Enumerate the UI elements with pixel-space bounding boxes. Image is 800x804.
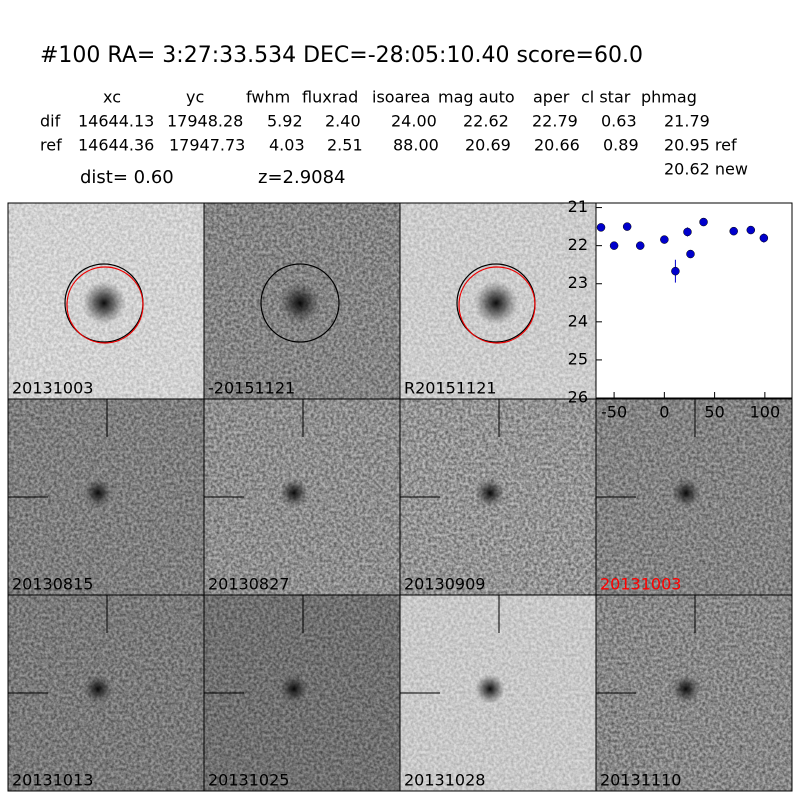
data-point bbox=[635, 241, 645, 250]
column-header: fluxrad bbox=[302, 88, 358, 107]
aperture-circle bbox=[260, 263, 340, 343]
table-cell: 2.51 bbox=[327, 136, 363, 155]
image-panel: R20151121 bbox=[399, 202, 597, 400]
table-cell: 22.62 bbox=[463, 112, 509, 131]
image-panel: 20131003 bbox=[7, 202, 205, 400]
source-blob bbox=[671, 674, 701, 704]
plot-area bbox=[595, 202, 793, 399]
image-panel: 20130909 bbox=[399, 398, 597, 596]
table-cell: 17947.73 bbox=[169, 136, 245, 155]
table-cell: 17948.28 bbox=[167, 112, 243, 131]
table-cell: dif bbox=[40, 112, 61, 131]
x-tick-label: 100 bbox=[750, 403, 781, 422]
y-tick-label: 25 bbox=[568, 349, 588, 368]
image-panel: 20130827 bbox=[203, 398, 401, 596]
table-cell: 20.95 ref bbox=[664, 136, 737, 155]
panel-border bbox=[595, 594, 793, 792]
image-panel: 20131013 bbox=[7, 594, 205, 792]
source-blob bbox=[475, 674, 505, 704]
image-panel: 20131025 bbox=[203, 594, 401, 792]
panel-label: 20131013 bbox=[12, 771, 93, 790]
table-cell: 4.03 bbox=[269, 136, 305, 155]
table-cell: 14644.36 bbox=[78, 136, 154, 155]
source-blob bbox=[671, 478, 701, 508]
data-point bbox=[671, 266, 680, 276]
table-cell: 0.89 bbox=[603, 136, 639, 155]
panel-label: 20130909 bbox=[404, 575, 485, 594]
source-blob bbox=[279, 674, 309, 704]
data-point bbox=[683, 227, 692, 237]
data-point bbox=[729, 226, 738, 236]
source-blob bbox=[278, 281, 322, 325]
source-blob bbox=[82, 281, 126, 325]
x-tick-label: 0 bbox=[659, 403, 669, 422]
phmag-new: 20.62 new bbox=[664, 160, 748, 179]
source-blob bbox=[83, 674, 113, 704]
table-cell: 0.63 bbox=[601, 112, 637, 131]
table-cell: 2.40 bbox=[325, 112, 361, 131]
data-point bbox=[699, 217, 708, 227]
column-header: mag auto bbox=[438, 88, 515, 107]
data-point bbox=[596, 223, 606, 232]
column-header: cl star bbox=[581, 88, 631, 107]
table-cell: ref bbox=[40, 136, 62, 155]
y-tick-label: 22 bbox=[568, 235, 588, 254]
y-tick-label: 23 bbox=[568, 273, 588, 292]
table-cell: 5.92 bbox=[267, 112, 303, 131]
column-header: aper bbox=[533, 88, 570, 107]
source-blob bbox=[475, 478, 505, 508]
panel-label: -20151121 bbox=[208, 379, 295, 398]
table-cell: 20.66 bbox=[534, 136, 580, 155]
aperture-circle-red bbox=[66, 266, 144, 344]
table-cell: 24.00 bbox=[391, 112, 437, 131]
y-tick-label: 24 bbox=[568, 311, 588, 330]
x-tick-label: 50 bbox=[704, 403, 724, 422]
panel-label: 20131003 bbox=[600, 575, 681, 594]
image-panel: -20151121 bbox=[203, 202, 401, 400]
table-cell: 20.69 bbox=[465, 136, 511, 155]
panel-label: 20131110 bbox=[600, 771, 681, 790]
table-cell: 22.79 bbox=[532, 112, 578, 131]
panel-label: 20131003 bbox=[12, 379, 93, 398]
panel-label: 20131028 bbox=[404, 771, 485, 790]
table-cell: 21.79 bbox=[664, 112, 710, 131]
aperture-circle-red bbox=[458, 266, 536, 344]
data-point bbox=[609, 241, 619, 250]
table-cell: 14644.13 bbox=[78, 112, 154, 131]
source-blob bbox=[474, 281, 518, 325]
image-panel: 20131028 bbox=[399, 594, 597, 792]
data-point bbox=[622, 222, 632, 231]
column-header: phmag bbox=[641, 88, 697, 107]
source-blob bbox=[83, 478, 113, 508]
panel-label: 20131025 bbox=[208, 771, 289, 790]
data-point bbox=[759, 233, 769, 243]
column-header: fwhm bbox=[246, 88, 290, 107]
panel-label: 20130815 bbox=[12, 575, 93, 594]
image-panel: 20131003 bbox=[595, 398, 793, 596]
data-point bbox=[660, 235, 669, 244]
data-point bbox=[746, 225, 756, 235]
title: #100 RA= 3:27:33.534 DEC=-28:05:10.40 sc… bbox=[40, 43, 643, 68]
column-header: yc bbox=[186, 88, 204, 107]
column-header: xc bbox=[103, 88, 121, 107]
data-point bbox=[686, 249, 695, 259]
dist: dist= 0.60 bbox=[80, 167, 174, 188]
column-header: isoarea bbox=[372, 88, 430, 107]
y-tick-label: 26 bbox=[568, 388, 588, 407]
x-tick-label: -50 bbox=[601, 403, 627, 422]
image-panel: 20131110 bbox=[595, 594, 793, 792]
source-blob bbox=[279, 478, 309, 508]
panel-label: 20130827 bbox=[208, 575, 289, 594]
y-tick-label: 21 bbox=[568, 197, 588, 216]
table-cell: 88.00 bbox=[393, 136, 439, 155]
panel-label: R20151121 bbox=[404, 379, 497, 398]
redshift: z=2.9084 bbox=[258, 167, 346, 188]
image-panel: 20130815 bbox=[7, 398, 205, 596]
